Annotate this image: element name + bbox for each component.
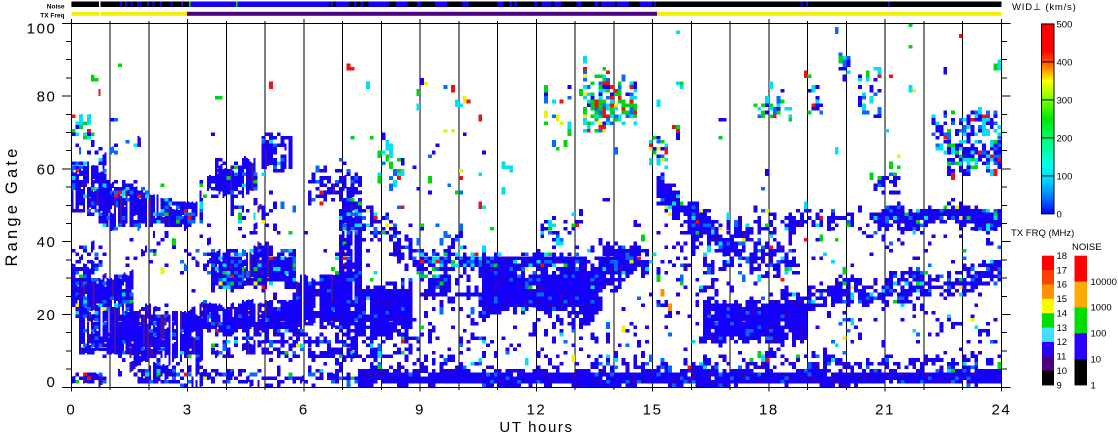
svg-text:60: 60 — [37, 161, 57, 178]
svg-text:13: 13 — [1057, 323, 1068, 334]
svg-text:10000: 10000 — [1091, 277, 1117, 288]
svg-text:9: 9 — [415, 402, 425, 419]
svg-text:16: 16 — [1057, 280, 1068, 291]
svg-text:11: 11 — [1057, 352, 1067, 363]
svg-text:WID⊥ (km/s): WID⊥ (km/s) — [1012, 2, 1077, 13]
svg-text:0: 0 — [66, 402, 76, 419]
svg-text:TX Freq: TX Freq — [40, 12, 64, 19]
svg-text:9: 9 — [1057, 380, 1062, 391]
svg-text:18: 18 — [1057, 251, 1068, 262]
svg-text:12: 12 — [1057, 337, 1068, 348]
svg-text:15: 15 — [643, 402, 663, 419]
svg-text:80: 80 — [37, 89, 57, 106]
svg-text:18: 18 — [759, 402, 779, 419]
svg-text:17: 17 — [1057, 265, 1068, 276]
svg-text:3: 3 — [183, 402, 193, 419]
svg-text:TX FRQ (MHz): TX FRQ (MHz) — [1011, 228, 1074, 239]
svg-text:400: 400 — [1057, 57, 1073, 68]
svg-text:Range Gate: Range Gate — [3, 146, 21, 267]
svg-text:24: 24 — [991, 402, 1011, 419]
svg-text:200: 200 — [1057, 133, 1073, 144]
svg-text:40: 40 — [37, 234, 57, 251]
svg-text:100: 100 — [1057, 171, 1073, 182]
svg-text:0: 0 — [1057, 209, 1062, 220]
svg-text:20: 20 — [37, 307, 57, 324]
svg-text:Noise: Noise — [47, 4, 65, 11]
svg-text:UT hours: UT hours — [499, 419, 573, 435]
svg-text:1: 1 — [1091, 380, 1096, 391]
svg-text:500: 500 — [1057, 19, 1073, 30]
svg-text:15: 15 — [1057, 294, 1068, 305]
svg-text:0: 0 — [47, 374, 57, 391]
svg-text:6: 6 — [299, 402, 309, 419]
svg-text:12: 12 — [526, 402, 546, 419]
svg-text:14: 14 — [1057, 309, 1068, 320]
svg-text:300: 300 — [1057, 95, 1073, 106]
svg-text:NOISE: NOISE — [1072, 242, 1102, 253]
svg-text:21: 21 — [875, 402, 895, 419]
svg-text:100: 100 — [1091, 329, 1107, 340]
svg-text:1000: 1000 — [1091, 303, 1112, 314]
svg-text:100: 100 — [27, 20, 57, 37]
svg-text:10: 10 — [1057, 366, 1068, 377]
svg-text:10: 10 — [1091, 354, 1102, 365]
